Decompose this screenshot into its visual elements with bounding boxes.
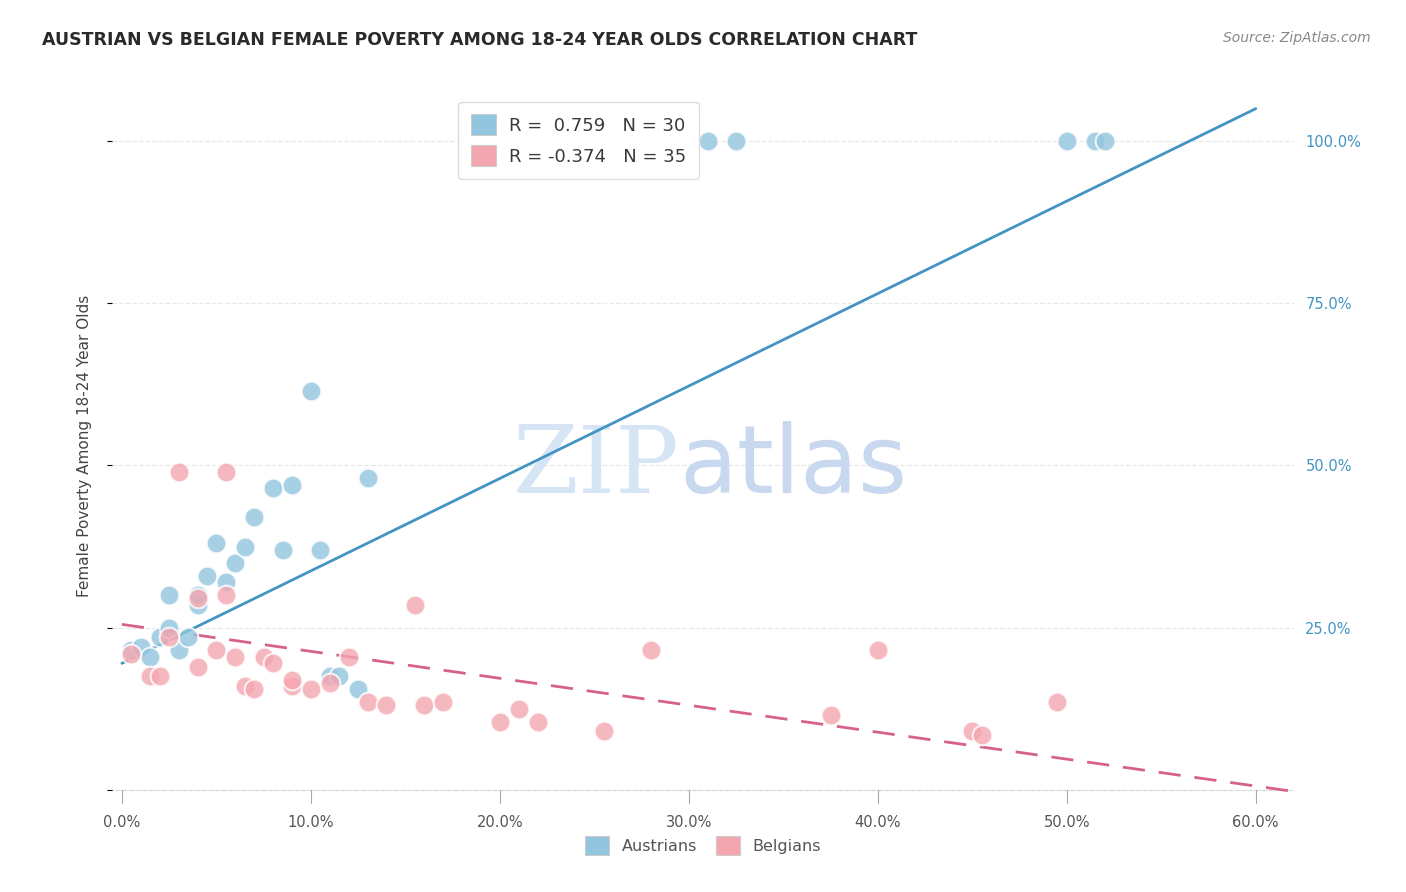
Point xyxy=(167,643,190,657)
Point xyxy=(186,598,208,612)
Point xyxy=(432,695,454,709)
Point xyxy=(215,465,238,479)
Point xyxy=(337,649,360,664)
Legend: Austrians, Belgians: Austrians, Belgians xyxy=(576,828,830,863)
Point xyxy=(281,478,304,492)
Point xyxy=(299,682,322,697)
Point xyxy=(186,591,208,606)
Point xyxy=(224,556,246,570)
Point xyxy=(205,643,228,657)
Point xyxy=(970,728,993,742)
Point xyxy=(243,510,266,524)
Point xyxy=(262,657,284,671)
Point xyxy=(508,702,530,716)
Point xyxy=(309,542,332,557)
Point xyxy=(233,679,256,693)
Point xyxy=(186,588,208,602)
Point xyxy=(1084,134,1107,148)
Point xyxy=(253,649,276,664)
Point xyxy=(820,708,842,723)
Text: atlas: atlas xyxy=(679,421,908,514)
Point xyxy=(243,682,266,697)
Point xyxy=(356,471,378,485)
Point xyxy=(526,714,548,729)
Point xyxy=(1046,695,1069,709)
Point xyxy=(157,631,180,645)
Point xyxy=(328,669,350,683)
Point xyxy=(262,481,284,495)
Text: Source: ZipAtlas.com: Source: ZipAtlas.com xyxy=(1223,31,1371,45)
Point xyxy=(962,724,984,739)
Point xyxy=(167,465,190,479)
Point xyxy=(725,134,748,148)
Point xyxy=(347,682,370,697)
Point xyxy=(281,679,304,693)
Point xyxy=(157,588,180,602)
Point xyxy=(139,649,162,664)
Point xyxy=(404,598,426,612)
Point xyxy=(157,621,180,635)
Point xyxy=(177,631,200,645)
Point xyxy=(356,695,378,709)
Point xyxy=(120,647,142,661)
Point xyxy=(186,659,208,673)
Point xyxy=(139,669,162,683)
Point xyxy=(375,698,398,713)
Point xyxy=(129,640,152,654)
Point xyxy=(640,643,662,657)
Text: AUSTRIAN VS BELGIAN FEMALE POVERTY AMONG 18-24 YEAR OLDS CORRELATION CHART: AUSTRIAN VS BELGIAN FEMALE POVERTY AMONG… xyxy=(42,31,918,49)
Point xyxy=(1056,134,1078,148)
Point xyxy=(299,384,322,398)
Point xyxy=(120,643,142,657)
Point xyxy=(205,536,228,550)
Point xyxy=(866,643,889,657)
Point xyxy=(215,588,238,602)
Point xyxy=(271,542,294,557)
Point xyxy=(215,575,238,590)
Point xyxy=(592,724,614,739)
Point xyxy=(696,134,718,148)
Point xyxy=(281,673,304,687)
Point xyxy=(1094,134,1116,148)
Point xyxy=(195,568,218,582)
Text: ZIP: ZIP xyxy=(513,423,679,512)
Point xyxy=(233,540,256,554)
Point xyxy=(319,675,342,690)
Point xyxy=(149,669,172,683)
Point xyxy=(489,714,512,729)
Point xyxy=(224,649,246,664)
Point xyxy=(149,631,172,645)
Point xyxy=(319,669,342,683)
Point xyxy=(413,698,436,713)
Y-axis label: Female Poverty Among 18-24 Year Olds: Female Poverty Among 18-24 Year Olds xyxy=(77,295,91,597)
